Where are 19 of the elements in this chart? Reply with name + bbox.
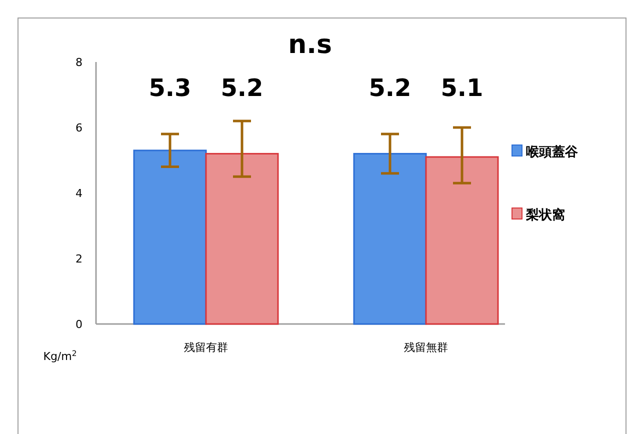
data-label: 5.1 — [440, 74, 484, 102]
bar — [353, 152, 427, 325]
y-tick-label: 6 — [76, 122, 82, 134]
data-label: 5.2 — [220, 74, 264, 102]
legend-label: 喉頭蓋谷 — [526, 144, 579, 160]
data-label: 5.3 — [148, 74, 192, 102]
bar — [205, 152, 279, 325]
data-label: 5.2 — [368, 74, 412, 102]
x-tick-label: 残留無群 — [404, 341, 448, 354]
y-tick-label: 0 — [76, 318, 82, 331]
y-tick-label: 2 — [76, 252, 82, 266]
bar — [425, 156, 499, 325]
y-tick-label: 8 — [76, 56, 82, 69]
x-tick-label: 残留有群 — [184, 341, 228, 354]
bar — [133, 150, 207, 325]
chart-title: n.s — [288, 30, 332, 60]
y-axis-title: Kg/m$^{2}$ — [43, 348, 77, 363]
legend-label: 梨状窩 — [525, 207, 565, 223]
y-tick-label: 4 — [76, 187, 82, 200]
